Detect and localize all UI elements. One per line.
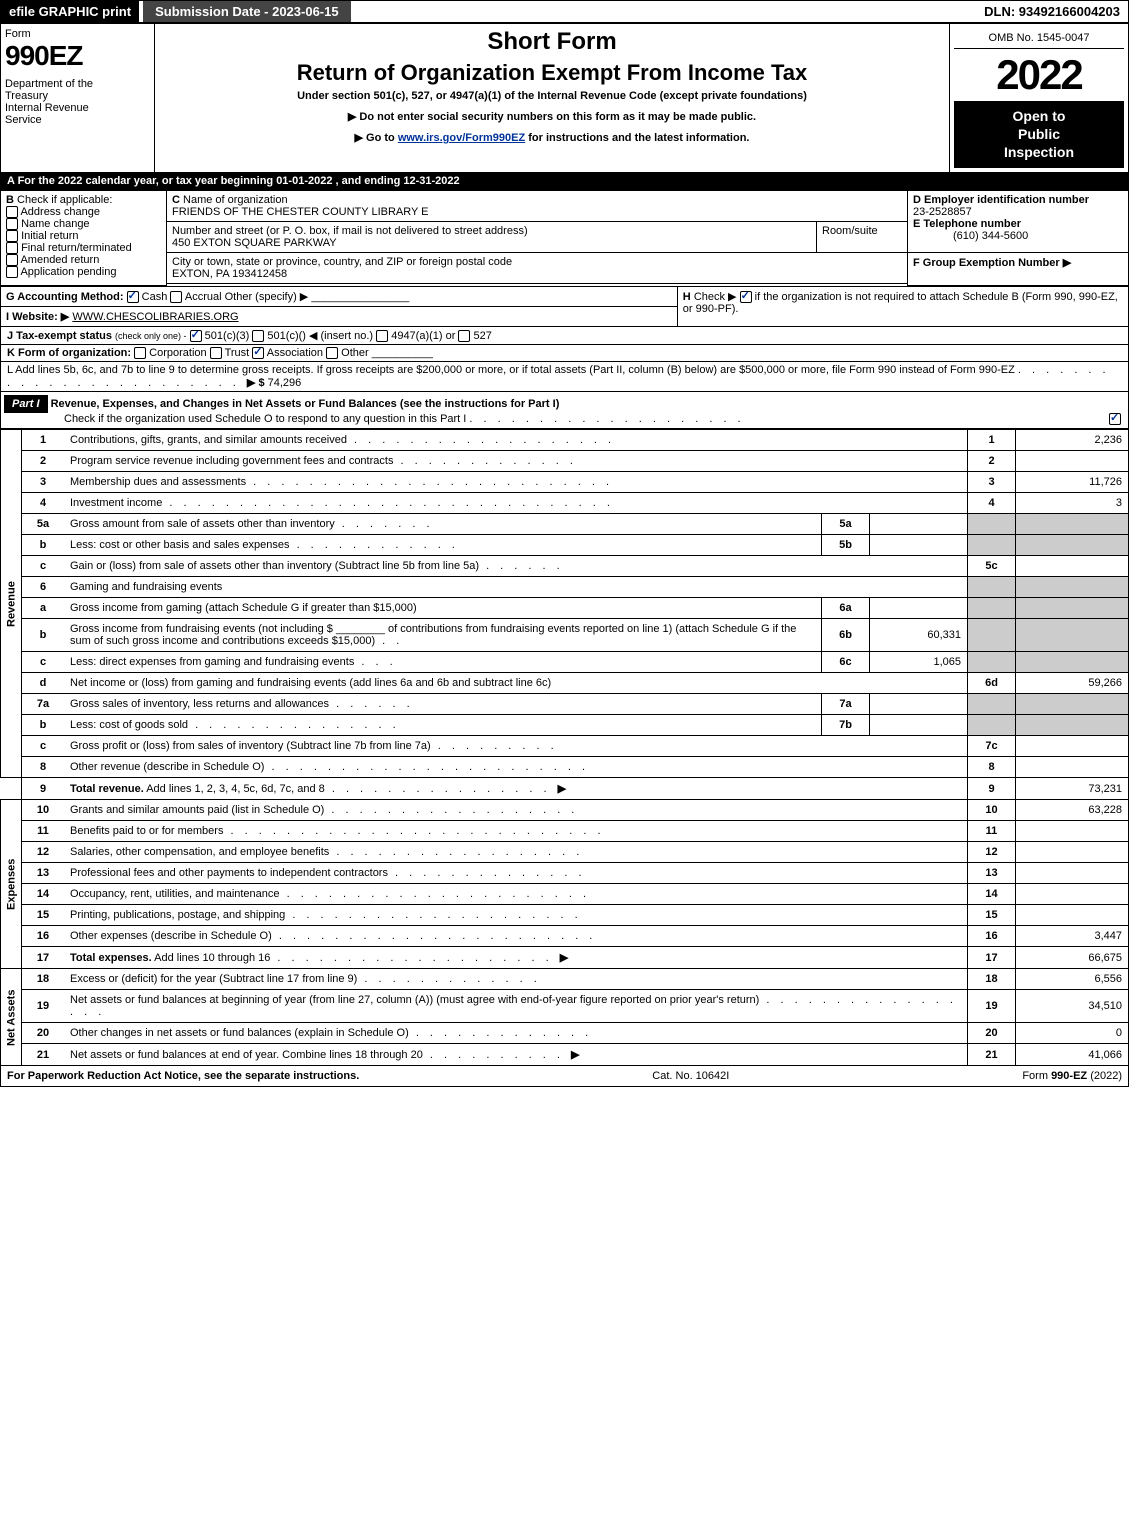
tax-year: 2022 <box>954 49 1124 101</box>
section-d-label: D Employer identification number <box>913 194 1089 206</box>
checkbox-other-org[interactable] <box>326 347 338 359</box>
section-b-label: B <box>6 194 14 206</box>
line6c-amount: 1,065 <box>870 652 968 673</box>
cat-no: Cat. No. 10642I <box>652 1070 729 1082</box>
checkbox-accrual[interactable] <box>170 291 182 303</box>
netassets-label: Net Assets <box>1 969 22 1066</box>
checkbox-address-change[interactable] <box>6 206 18 218</box>
return-title: Return of Organization Exempt From Incom… <box>159 60 945 86</box>
header-table: Form 990EZ Department of theTreasuryInte… <box>0 23 1129 173</box>
info-table-gh: G Accounting Method: Cash Accrual Other … <box>0 286 1129 327</box>
checkbox-501c[interactable] <box>252 330 264 342</box>
checkbox-amended[interactable] <box>6 254 18 266</box>
line2-amount <box>1016 451 1129 472</box>
line15-amount <box>1016 905 1129 926</box>
department: Department of theTreasuryInternal Revenu… <box>5 78 150 126</box>
checkbox-corporation[interactable] <box>134 347 146 359</box>
irs-link[interactable]: www.irs.gov/Form990EZ <box>398 132 525 144</box>
line19-amount: 34,510 <box>1016 990 1129 1023</box>
line3-amount: 11,726 <box>1016 472 1129 493</box>
top-bar: efile GRAPHIC print Submission Date - 20… <box>0 0 1129 23</box>
main-table: Revenue 1 Contributions, gifts, grants, … <box>0 429 1129 1066</box>
checkbox-association[interactable] <box>252 347 264 359</box>
line1-amount: 2,236 <box>1016 430 1129 451</box>
checkbox-cash[interactable] <box>127 291 139 303</box>
section-k: K Form of organization: Corporation Trus… <box>0 345 1129 362</box>
line10-amount: 63,228 <box>1016 800 1129 821</box>
form-number: 990EZ <box>5 40 150 72</box>
city-state-zip: EXTON, PA 193412458 <box>172 268 287 280</box>
footer: For Paperwork Reduction Act Notice, see … <box>0 1066 1129 1087</box>
checkbox-4947[interactable] <box>376 330 388 342</box>
line6d-amount: 59,266 <box>1016 673 1129 694</box>
section-l: L Add lines 5b, 6c, and 7b to line 9 to … <box>0 362 1129 392</box>
section-f-label: F Group Exemption Number <box>913 257 1060 269</box>
section-e-label: E Telephone number <box>913 218 1021 230</box>
line6b-amount: 60,331 <box>870 619 968 652</box>
inspection-box: Open to Public Inspection <box>954 101 1124 168</box>
section-a: A For the 2022 calendar year, or tax yea… <box>0 173 1129 190</box>
line8-amount <box>1016 757 1129 778</box>
short-form-title: Short Form <box>159 28 945 56</box>
line16-amount: 3,447 <box>1016 926 1129 947</box>
line18-amount: 6,556 <box>1016 969 1129 990</box>
line17-amount: 66,675 <box>1016 947 1129 969</box>
under-section: Under section 501(c), 527, or 4947(a)(1)… <box>159 90 945 102</box>
ein: 23-2528857 <box>913 206 972 218</box>
checkbox-trust[interactable] <box>210 347 222 359</box>
submission-date: Submission Date - 2023-06-15 <box>143 1 351 22</box>
section-j: J Tax-exempt status (check only one) - 5… <box>0 327 1129 345</box>
checkbox-schedule-b[interactable] <box>740 291 752 303</box>
gross-receipts: 74,296 <box>268 377 302 389</box>
line9-amount: 73,231 <box>1016 778 1129 800</box>
checkbox-pending[interactable] <box>6 266 18 278</box>
check-if-applicable: Check if applicable: <box>17 194 112 206</box>
part1-header: Part I Revenue, Expenses, and Changes in… <box>0 392 1129 429</box>
checkbox-final-return[interactable] <box>6 242 18 254</box>
paperwork-notice: For Paperwork Reduction Act Notice, see … <box>7 1070 359 1082</box>
checkbox-name-change[interactable] <box>6 218 18 230</box>
line20-amount: 0 <box>1016 1023 1129 1044</box>
line21-amount: 41,066 <box>1016 1044 1129 1066</box>
checkbox-527[interactable] <box>458 330 470 342</box>
line13-amount <box>1016 863 1129 884</box>
line4-amount: 3 <box>1016 493 1129 514</box>
line7c-amount <box>1016 736 1129 757</box>
omb-number: OMB No. 1545-0047 <box>954 28 1124 49</box>
efile-label[interactable]: efile GRAPHIC print <box>1 1 139 22</box>
line12-amount <box>1016 842 1129 863</box>
goto-link[interactable]: ▶ Go to www.irs.gov/Form990EZ for instru… <box>159 131 945 144</box>
no-ssn-note: ▶ Do not enter social security numbers o… <box>159 110 945 123</box>
checkbox-501c3[interactable] <box>190 330 202 342</box>
checkbox-initial-return[interactable] <box>6 230 18 242</box>
line11-amount <box>1016 821 1129 842</box>
expenses-label: Expenses <box>1 800 22 969</box>
info-table-bf: B Check if applicable: Address change Na… <box>0 190 1129 287</box>
org-name: FRIENDS OF THE CHESTER COUNTY LIBRARY E <box>172 206 429 218</box>
street-address: 450 EXTON SQUARE PARKWAY <box>172 237 337 249</box>
form-ref: Form 990-EZ (2022) <box>1022 1070 1122 1082</box>
checkbox-schedule-o[interactable] <box>1109 413 1121 425</box>
line14-amount <box>1016 884 1129 905</box>
dln: DLN: 93492166004203 <box>984 4 1128 19</box>
line5c-amount <box>1016 556 1129 577</box>
website[interactable]: WWW.CHESCOLIBRARIES.ORG <box>72 311 238 323</box>
telephone: (610) 344-5600 <box>913 230 1028 242</box>
revenue-label: Revenue <box>1 430 22 778</box>
form-label: Form <box>5 28 150 40</box>
